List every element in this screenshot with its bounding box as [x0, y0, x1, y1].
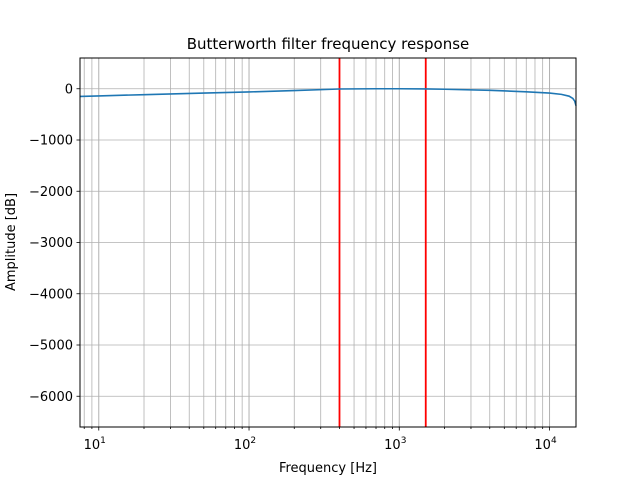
- x-tick-label: 101: [84, 436, 106, 453]
- x-tick-label: 103: [384, 436, 406, 453]
- response-line: [79, 87, 577, 106]
- x-axis-title: Frequency [Hz]: [279, 461, 377, 476]
- grid: [80, 58, 576, 427]
- x-tick-label: 104: [534, 436, 557, 453]
- y-tick-label: −3000: [29, 236, 73, 251]
- series-layer: [79, 87, 577, 106]
- y-tick-label: −2000: [29, 185, 73, 200]
- y-tick-label: −4000: [29, 287, 73, 302]
- y-tick-label: −6000: [29, 390, 73, 405]
- y-tick-label: −5000: [29, 339, 73, 354]
- y-tick-label: −1000: [29, 134, 73, 149]
- y-axis: 0 −1000 −2000 −3000 −4000 −5000 −6000: [29, 82, 80, 405]
- x-axis: 101 102 103 104: [84, 427, 557, 453]
- y-axis-title: Amplitude [dB]: [4, 193, 19, 291]
- x-tick-label: 102: [234, 436, 256, 453]
- cutoff-lines: [338, 58, 427, 427]
- y-tick-label: 0: [65, 82, 73, 97]
- chart-title: Butterworth filter frequency response: [187, 35, 470, 53]
